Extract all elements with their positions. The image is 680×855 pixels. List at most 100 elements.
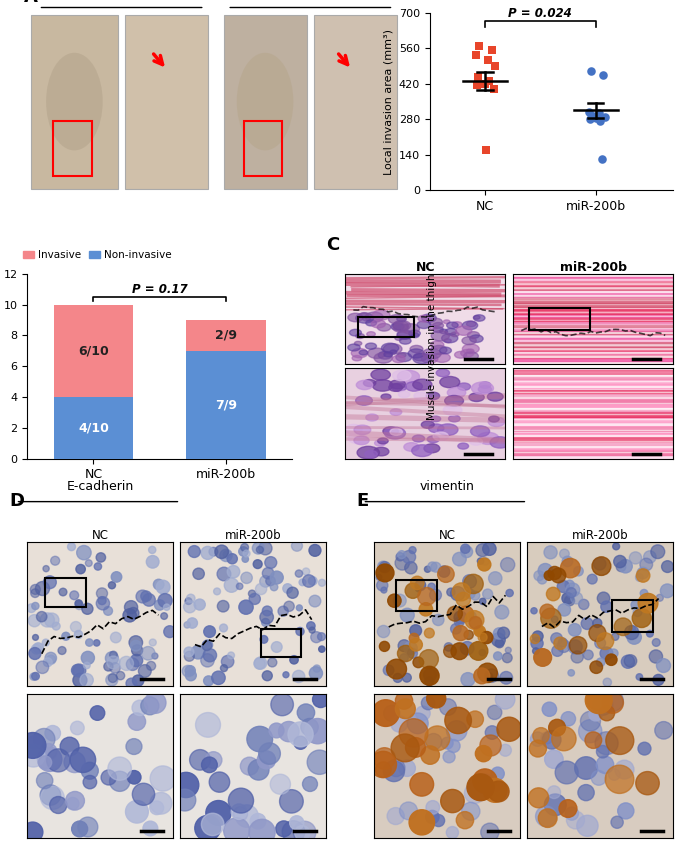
Circle shape bbox=[464, 630, 473, 640]
Circle shape bbox=[206, 800, 231, 825]
Circle shape bbox=[81, 763, 99, 779]
Circle shape bbox=[214, 588, 220, 595]
Circle shape bbox=[545, 794, 566, 816]
Circle shape bbox=[629, 626, 635, 633]
Circle shape bbox=[395, 336, 403, 340]
Circle shape bbox=[265, 557, 277, 569]
Circle shape bbox=[45, 726, 61, 740]
Bar bbox=[314, 15, 397, 189]
Circle shape bbox=[589, 708, 602, 721]
Circle shape bbox=[31, 645, 41, 654]
Circle shape bbox=[184, 647, 194, 657]
Circle shape bbox=[503, 653, 512, 663]
Circle shape bbox=[127, 770, 141, 784]
Circle shape bbox=[381, 343, 398, 353]
Circle shape bbox=[540, 604, 554, 618]
Circle shape bbox=[248, 590, 256, 598]
Circle shape bbox=[383, 427, 398, 435]
Circle shape bbox=[559, 799, 577, 817]
Circle shape bbox=[409, 810, 435, 835]
Circle shape bbox=[131, 640, 141, 651]
Circle shape bbox=[318, 580, 326, 587]
Circle shape bbox=[318, 633, 326, 640]
Circle shape bbox=[71, 722, 84, 734]
Circle shape bbox=[378, 351, 392, 359]
Circle shape bbox=[431, 416, 441, 422]
Circle shape bbox=[638, 593, 658, 613]
Circle shape bbox=[445, 328, 457, 335]
Circle shape bbox=[558, 604, 571, 616]
Circle shape bbox=[150, 801, 164, 815]
Circle shape bbox=[368, 348, 386, 358]
Circle shape bbox=[371, 369, 390, 380]
Circle shape bbox=[398, 551, 406, 558]
Circle shape bbox=[438, 566, 454, 582]
Circle shape bbox=[395, 556, 409, 570]
Circle shape bbox=[656, 658, 670, 673]
Text: P = 0.17: P = 0.17 bbox=[132, 283, 188, 296]
Circle shape bbox=[405, 583, 421, 598]
Circle shape bbox=[357, 446, 379, 459]
Bar bbox=[224, 15, 307, 189]
Circle shape bbox=[401, 608, 414, 622]
Circle shape bbox=[579, 720, 602, 743]
Circle shape bbox=[415, 706, 430, 721]
Circle shape bbox=[488, 572, 502, 585]
Circle shape bbox=[231, 804, 247, 819]
Circle shape bbox=[636, 771, 660, 795]
Title: miR-200b: miR-200b bbox=[225, 529, 282, 542]
Circle shape bbox=[64, 752, 85, 773]
Circle shape bbox=[581, 617, 593, 629]
Circle shape bbox=[601, 601, 612, 612]
Circle shape bbox=[41, 786, 65, 810]
Circle shape bbox=[660, 584, 675, 598]
Bar bbox=[260, 628, 301, 657]
Circle shape bbox=[29, 615, 41, 627]
Circle shape bbox=[453, 552, 466, 566]
Circle shape bbox=[365, 312, 384, 322]
Circle shape bbox=[239, 600, 253, 614]
Circle shape bbox=[296, 604, 303, 610]
Circle shape bbox=[547, 587, 560, 601]
Circle shape bbox=[490, 437, 510, 448]
Circle shape bbox=[152, 653, 158, 659]
Circle shape bbox=[473, 769, 497, 793]
Circle shape bbox=[201, 757, 218, 773]
Circle shape bbox=[366, 414, 378, 421]
Circle shape bbox=[203, 640, 213, 650]
Circle shape bbox=[108, 757, 131, 781]
Point bbox=[472, 79, 483, 92]
Circle shape bbox=[593, 618, 602, 628]
Circle shape bbox=[40, 785, 61, 805]
Circle shape bbox=[22, 744, 45, 767]
Circle shape bbox=[500, 671, 513, 684]
Circle shape bbox=[398, 640, 410, 652]
Circle shape bbox=[38, 756, 52, 770]
Circle shape bbox=[415, 586, 422, 592]
Circle shape bbox=[220, 624, 228, 632]
Circle shape bbox=[33, 728, 55, 750]
Circle shape bbox=[249, 593, 260, 604]
Circle shape bbox=[377, 625, 390, 638]
Bar bbox=[358, 317, 414, 337]
Circle shape bbox=[309, 667, 322, 680]
Circle shape bbox=[479, 382, 491, 388]
Circle shape bbox=[441, 789, 464, 812]
Bar bbox=[125, 15, 209, 189]
Circle shape bbox=[384, 428, 405, 439]
Circle shape bbox=[558, 638, 567, 646]
Circle shape bbox=[447, 403, 457, 409]
Circle shape bbox=[112, 572, 122, 582]
Circle shape bbox=[465, 589, 475, 598]
Circle shape bbox=[279, 722, 299, 742]
Circle shape bbox=[609, 769, 620, 781]
Circle shape bbox=[392, 370, 411, 380]
Circle shape bbox=[410, 345, 423, 352]
Circle shape bbox=[428, 562, 437, 571]
Circle shape bbox=[80, 674, 93, 687]
Circle shape bbox=[478, 386, 492, 393]
Circle shape bbox=[31, 585, 40, 594]
Circle shape bbox=[471, 382, 494, 394]
Circle shape bbox=[619, 559, 632, 573]
Circle shape bbox=[297, 704, 315, 721]
